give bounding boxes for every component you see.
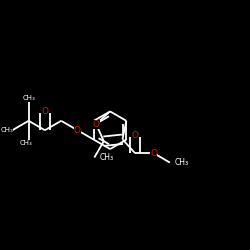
Text: CH₃: CH₃ bbox=[20, 140, 32, 146]
Text: CH₃: CH₃ bbox=[0, 127, 13, 133]
Text: CH₃: CH₃ bbox=[22, 95, 35, 101]
Text: O: O bbox=[132, 130, 138, 140]
Text: O: O bbox=[42, 107, 48, 116]
Text: O: O bbox=[74, 126, 81, 135]
Text: CH₃: CH₃ bbox=[174, 158, 189, 167]
Text: CH₃: CH₃ bbox=[100, 153, 114, 162]
Text: O: O bbox=[92, 120, 100, 128]
Text: O: O bbox=[150, 149, 158, 158]
